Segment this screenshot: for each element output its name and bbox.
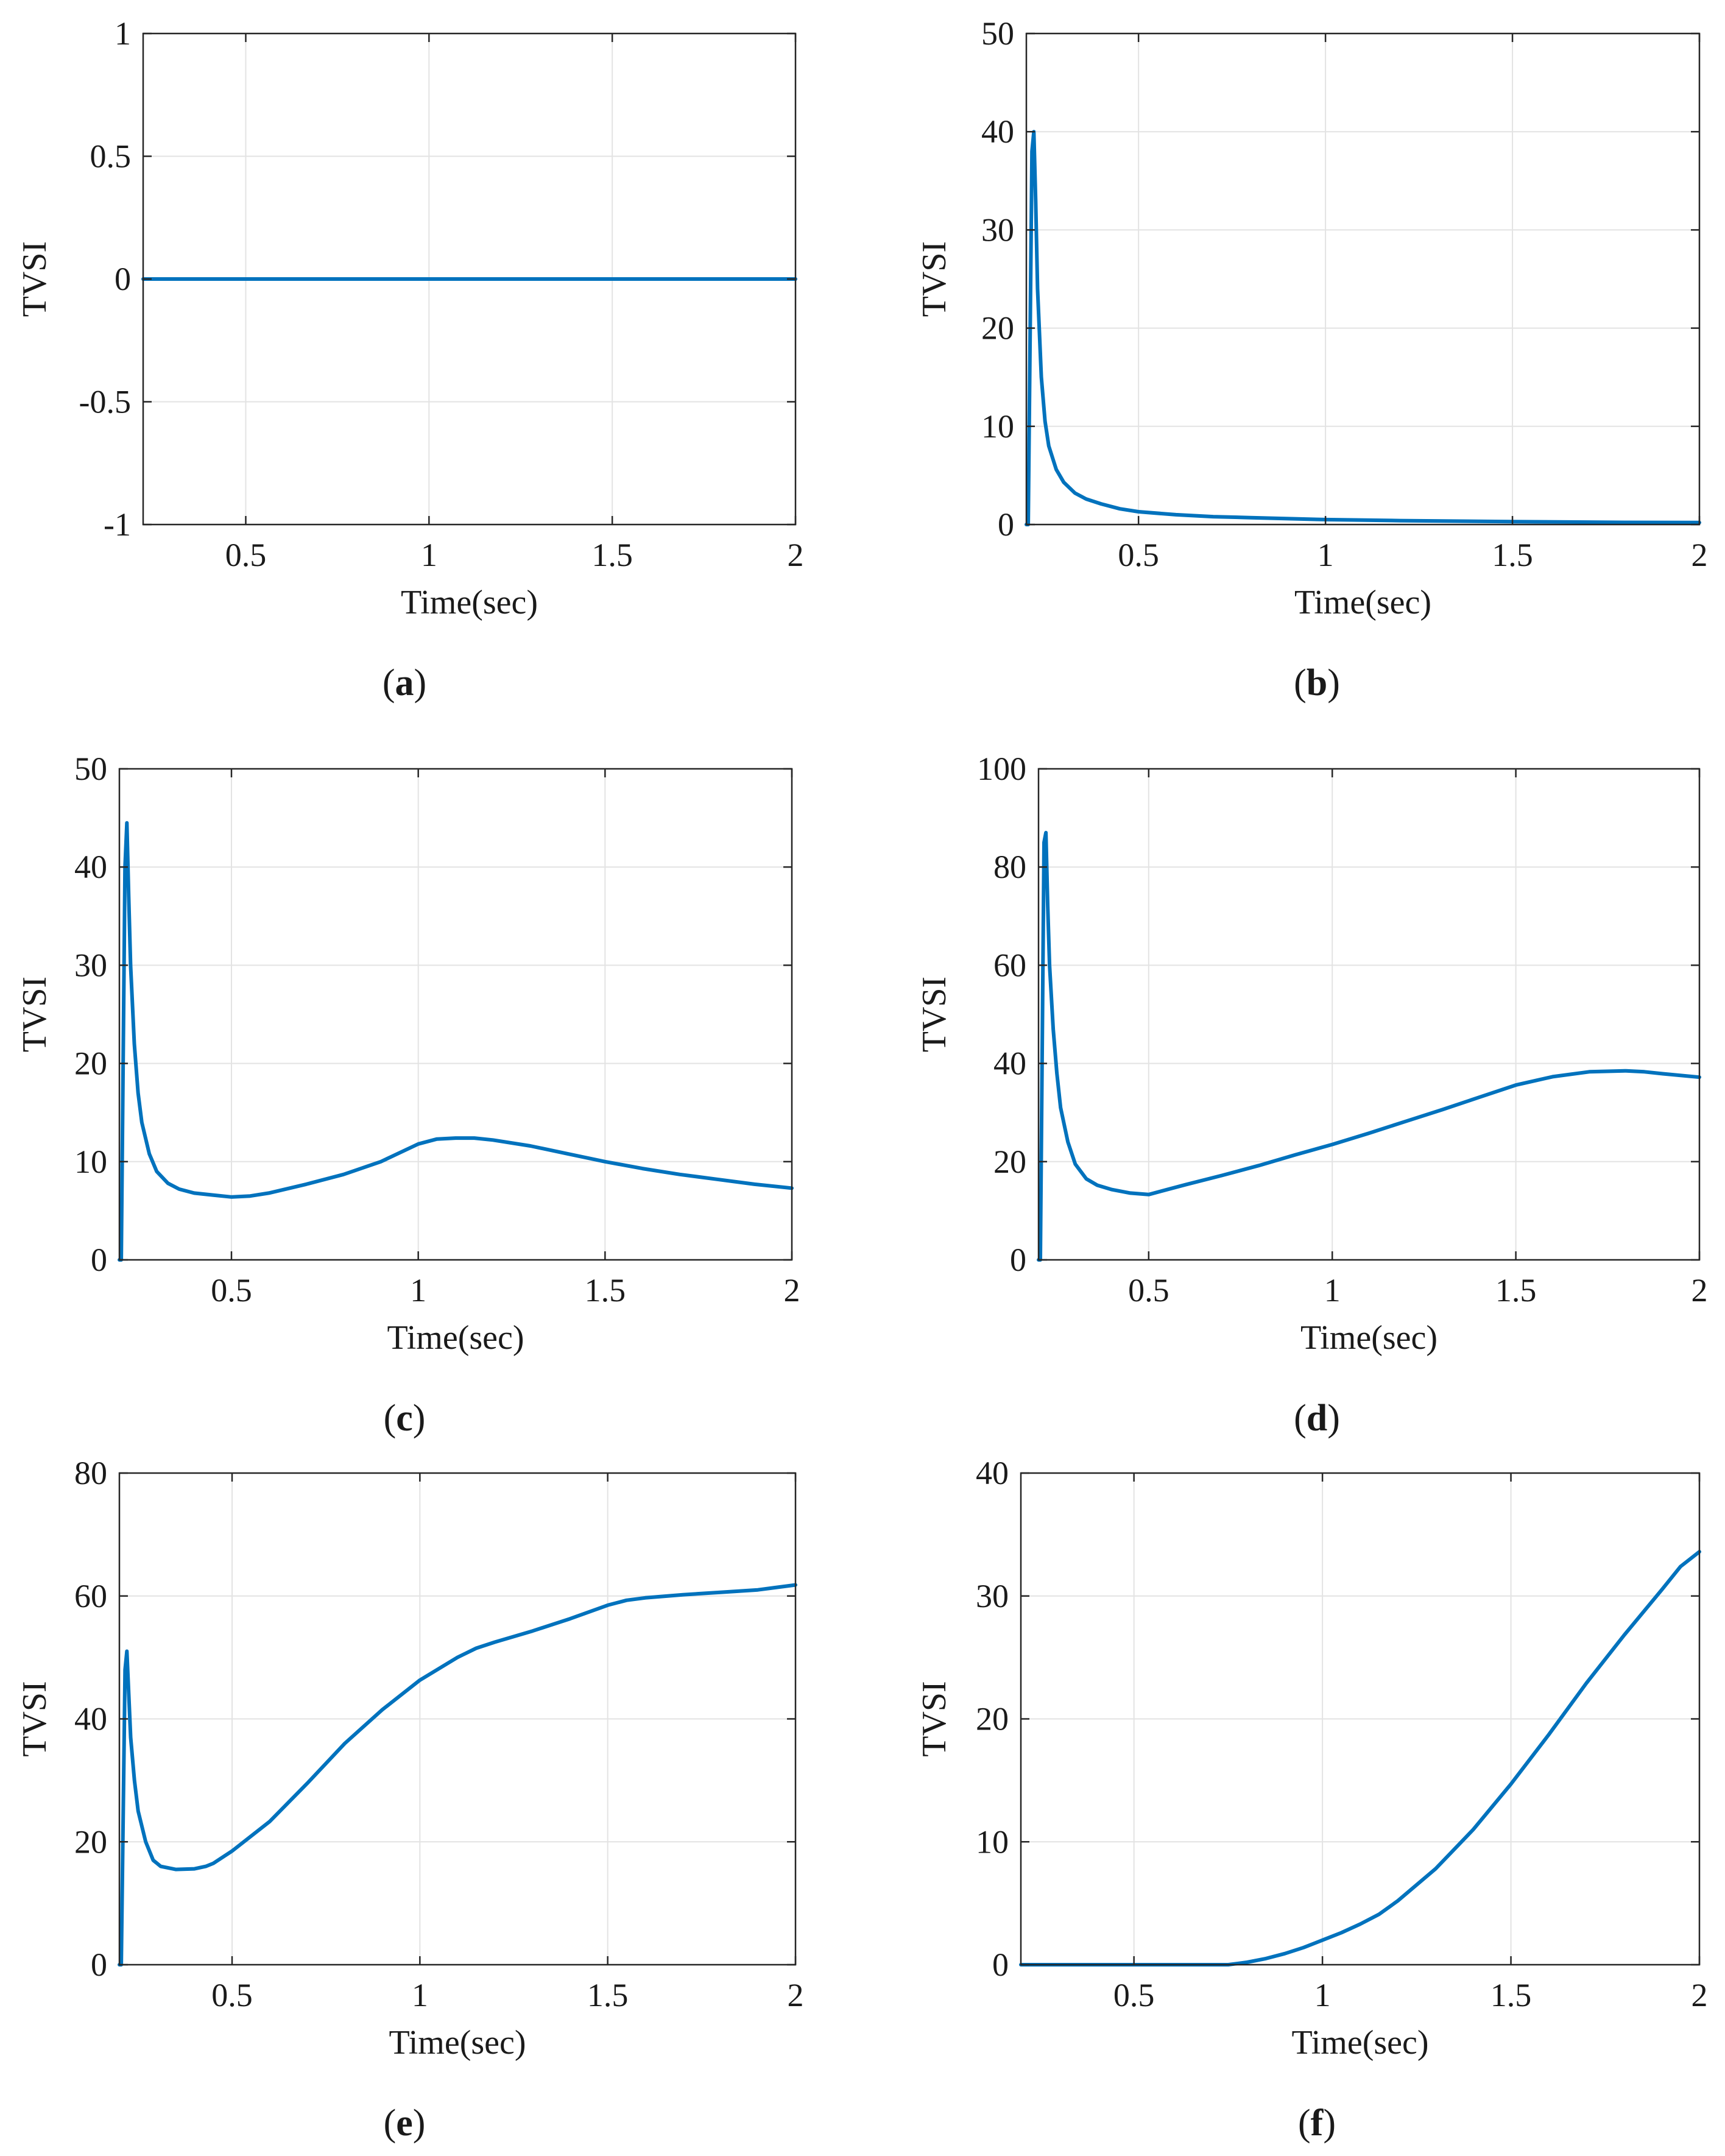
series-line-tvsi (118, 821, 794, 1262)
y-tick-label: 50 (981, 15, 1014, 52)
axes-box (1037, 768, 1701, 1261)
x-tick-label: 0.5 (1118, 537, 1159, 573)
y-tick-label: 0 (115, 261, 131, 297)
x-axis-label: Time(sec) (401, 584, 538, 621)
y-tick-label: 20 (74, 1045, 107, 1082)
panel-caption: (d) (1294, 1398, 1340, 1439)
x-tick-label: 0.5 (211, 1272, 252, 1309)
x-tick-label: 1 (1318, 537, 1334, 573)
series-line-tvsi (1019, 1550, 1701, 1967)
y-tick-label: -0.5 (79, 384, 131, 420)
panel-caption: (e) (384, 2102, 426, 2144)
y-tick-label: 20 (993, 1143, 1026, 1180)
y-tick-label: 0 (91, 1242, 107, 1278)
x-tick-label: 1 (421, 537, 437, 573)
x-tick-label: 2 (1691, 1977, 1708, 2013)
x-tick-label: 1.5 (1492, 537, 1533, 573)
x-tick-label: 1.5 (591, 537, 633, 573)
y-tick-label: 0.5 (90, 138, 132, 175)
y-tick-label: 20 (981, 310, 1014, 347)
x-axis-label: Time(sec) (387, 1319, 524, 1357)
panel-caption: (c) (384, 1398, 426, 1439)
y-axis-label: TVSI (915, 241, 953, 317)
y-tick-label: 1 (115, 15, 131, 52)
y-axis-label: TVSI (16, 977, 54, 1052)
x-tick-label: 2 (1691, 537, 1708, 573)
panel-caption: (f) (1298, 2102, 1336, 2144)
y-tick-label: 60 (993, 947, 1026, 983)
y-tick-label: 10 (981, 408, 1014, 445)
axes-box (1025, 32, 1701, 526)
y-tick-label: 40 (993, 1045, 1026, 1082)
x-tick-label: 1.5 (1490, 1977, 1532, 2013)
series-line-tvsi (1037, 830, 1701, 1262)
panel-caption: (b) (1294, 662, 1340, 704)
x-tick-label: 0.5 (225, 537, 267, 573)
y-tick-label: -1 (104, 506, 131, 543)
series-line-tvsi (118, 1583, 797, 1967)
y-tick-label: 0 (998, 506, 1014, 543)
plot-area (119, 769, 792, 1260)
x-tick-label: 2 (788, 1977, 804, 2013)
series-line-tvsi (1025, 130, 1701, 526)
x-tick-label: 2 (784, 1272, 800, 1309)
x-tick-label: 0.5 (211, 1977, 253, 2013)
y-tick-label: 50 (74, 751, 107, 787)
x-axis-label: Time(sec) (1300, 1319, 1438, 1357)
y-axis-label: TVSI (915, 977, 953, 1052)
plot-area (1026, 34, 1699, 525)
y-tick-label: 10 (976, 1823, 1009, 1860)
x-tick-label: 2 (788, 537, 804, 573)
panel-a: 0.5 1 1.5 2 -1 -0.5 0 0.5 1 Time(sec) TVSI (a) (16, 15, 804, 704)
x-axis-label: Time(sec) (1294, 584, 1431, 621)
y-tick-label: 40 (976, 1455, 1009, 1491)
axes-box (118, 768, 793, 1261)
y-axis-label: TVSI (16, 241, 54, 317)
y-tick-label: 80 (993, 849, 1026, 885)
y-axis-label: TVSI (915, 1681, 953, 1756)
y-tick-label: 100 (977, 751, 1026, 787)
y-tick-label: 30 (981, 211, 1014, 248)
y-tick-label: 40 (981, 113, 1014, 150)
plot-area (1039, 769, 1699, 1260)
x-tick-label: 1.5 (1495, 1272, 1537, 1309)
y-tick-label: 30 (976, 1578, 1009, 1614)
y-tick-label: 0 (91, 1946, 107, 1983)
y-tick-label: 60 (74, 1578, 107, 1614)
x-axis-label: Time(sec) (389, 2024, 526, 2062)
x-tick-label: 1.5 (587, 1977, 629, 2013)
x-tick-label: 2 (1691, 1272, 1708, 1309)
x-tick-label: 1 (1324, 1272, 1341, 1309)
y-tick-label: 20 (976, 1701, 1009, 1737)
x-tick-label: 1 (412, 1977, 428, 2013)
y-tick-label: 80 (74, 1455, 107, 1491)
x-tick-label: 1.5 (585, 1272, 626, 1309)
y-tick-label: 0 (1010, 1242, 1026, 1278)
panel-caption: (a) (383, 662, 426, 704)
y-tick-label: 40 (74, 849, 107, 885)
y-axis-label: TVSI (16, 1681, 54, 1756)
y-tick-label: 40 (74, 1701, 107, 1737)
x-axis-label: Time(sec) (1291, 2024, 1428, 2062)
y-tick-label: 20 (74, 1823, 107, 1860)
y-tick-label: 10 (74, 1143, 107, 1180)
x-tick-label: 1 (410, 1272, 426, 1309)
x-tick-label: 0.5 (1113, 1977, 1155, 2013)
y-tick-label: 0 (992, 1946, 1009, 1983)
x-tick-label: 0.5 (1128, 1272, 1169, 1309)
x-tick-label: 1 (1314, 1977, 1331, 2013)
y-tick-label: 30 (74, 947, 107, 983)
